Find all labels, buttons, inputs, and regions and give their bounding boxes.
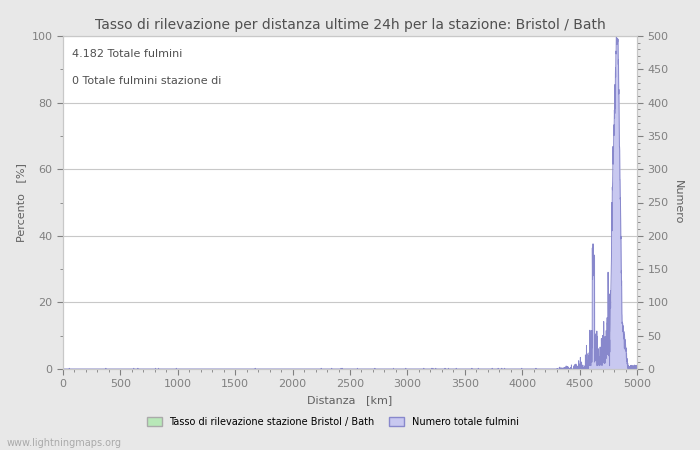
Y-axis label: Numero: Numero — [673, 180, 682, 225]
X-axis label: Distanza   [km]: Distanza [km] — [307, 395, 393, 405]
Title: Tasso di rilevazione per distanza ultime 24h per la stazione: Bristol / Bath: Tasso di rilevazione per distanza ultime… — [94, 18, 606, 32]
Text: www.lightningmaps.org: www.lightningmaps.org — [7, 438, 122, 448]
Y-axis label: Percento   [%]: Percento [%] — [16, 163, 26, 242]
Text: 4.182 Totale fulmini: 4.182 Totale fulmini — [71, 50, 182, 59]
Legend: Tasso di rilevazione stazione Bristol / Bath, Numero totale fulmini: Tasso di rilevazione stazione Bristol / … — [143, 413, 522, 431]
Text: 0 Totale fulmini stazione di: 0 Totale fulmini stazione di — [71, 76, 221, 86]
